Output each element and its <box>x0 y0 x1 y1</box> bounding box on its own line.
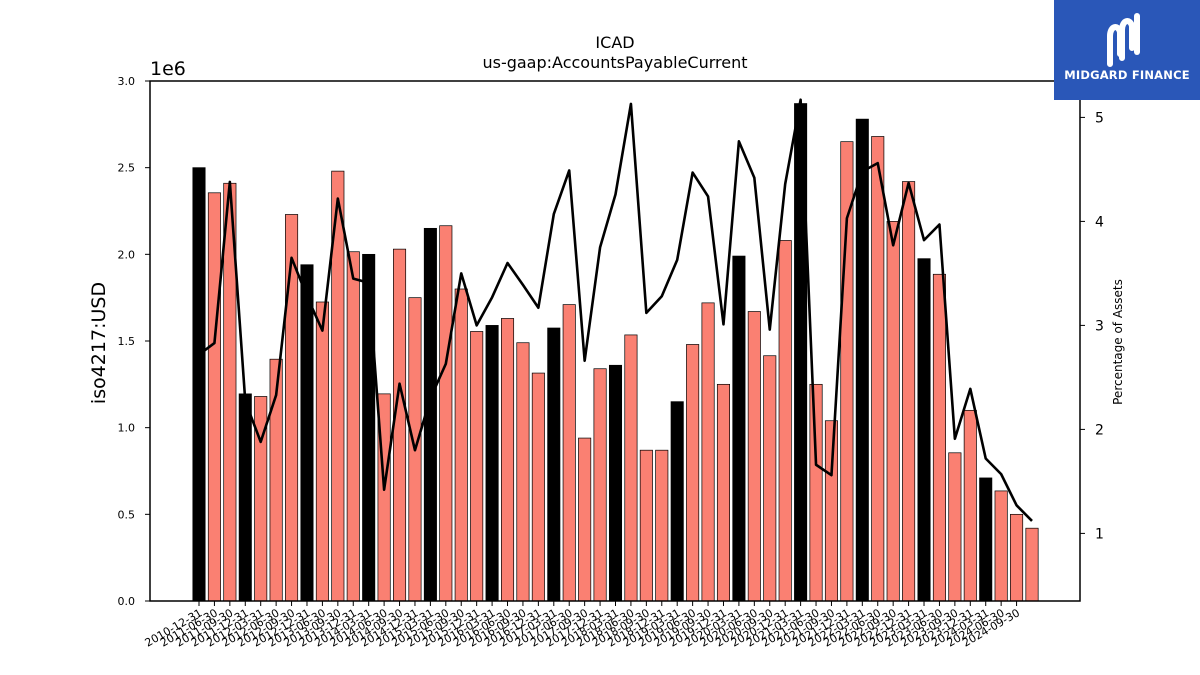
bar <box>840 141 854 602</box>
bar <box>531 372 545 602</box>
bar <box>732 255 746 602</box>
y-tick-label: 1.0 <box>118 422 136 435</box>
bar <box>547 327 561 602</box>
bar <box>716 383 730 602</box>
bar <box>485 325 499 602</box>
bar <box>763 355 777 602</box>
y-offset-label: 1e6 <box>150 58 186 80</box>
bar <box>917 258 931 602</box>
y-axis-label: iso4217:USD <box>88 282 110 404</box>
y-tick-label: 2.5 <box>118 162 136 175</box>
series-line <box>198 98 1033 522</box>
bar <box>454 288 468 602</box>
bar <box>315 301 329 602</box>
bar <box>701 302 715 602</box>
y2-tick-label: 5 <box>1095 110 1104 126</box>
bar <box>238 393 252 602</box>
y-tick-label: 1.5 <box>118 335 136 348</box>
bar <box>655 449 669 602</box>
bar <box>902 181 916 602</box>
bar <box>686 344 700 602</box>
chart-subtitle: us-gaap:AccountsPayableCurrent <box>482 53 747 72</box>
bar <box>562 304 576 602</box>
logo-mark-icon <box>1107 13 1140 67</box>
bar <box>393 248 407 602</box>
bar <box>778 240 792 602</box>
bar <box>192 167 206 602</box>
y2-tick-label: 4 <box>1095 214 1104 230</box>
bar <box>1010 513 1024 602</box>
bar <box>963 409 977 602</box>
bar <box>809 383 823 602</box>
y2-tick-label: 1 <box>1095 526 1104 542</box>
bar <box>670 401 684 602</box>
bar <box>362 253 376 602</box>
y-tick-label: 3.0 <box>118 75 136 88</box>
bar <box>501 318 515 602</box>
bar <box>593 368 607 602</box>
logo-text: MIDGARD FINANCE <box>1064 68 1190 82</box>
bar <box>855 118 869 602</box>
bar <box>285 214 299 602</box>
brand-logo: MIDGARD FINANCE <box>1054 0 1200 100</box>
bars-group <box>192 103 1039 602</box>
bar <box>747 311 761 602</box>
line-group <box>198 98 1033 522</box>
bar <box>300 264 314 602</box>
bar <box>824 420 838 602</box>
bar <box>346 251 360 602</box>
bar <box>470 331 484 602</box>
y2-tick-label: 2 <box>1095 422 1104 438</box>
bar <box>886 221 900 602</box>
bar <box>979 477 993 602</box>
bar <box>439 225 453 602</box>
x-ticks-group: 2010-12-312011-06-302011-09-302011-12-31… <box>143 601 1022 650</box>
y2-tick-label: 3 <box>1095 318 1104 334</box>
bar <box>948 452 962 602</box>
y-tick-label: 0.5 <box>118 508 136 521</box>
chart-title: ICAD <box>595 33 634 52</box>
bar <box>932 273 946 602</box>
bar <box>608 364 623 602</box>
y2-axis-label: Percentage of Assets <box>1111 279 1125 405</box>
bar <box>1025 527 1039 602</box>
bar <box>207 192 221 602</box>
bar <box>516 342 530 602</box>
y-tick-label: 0.0 <box>118 595 136 608</box>
bar <box>871 136 885 602</box>
bar <box>578 437 592 602</box>
bar <box>639 449 653 602</box>
bar <box>624 334 638 602</box>
y-tick-label: 2.0 <box>118 248 136 261</box>
bar <box>994 490 1008 602</box>
